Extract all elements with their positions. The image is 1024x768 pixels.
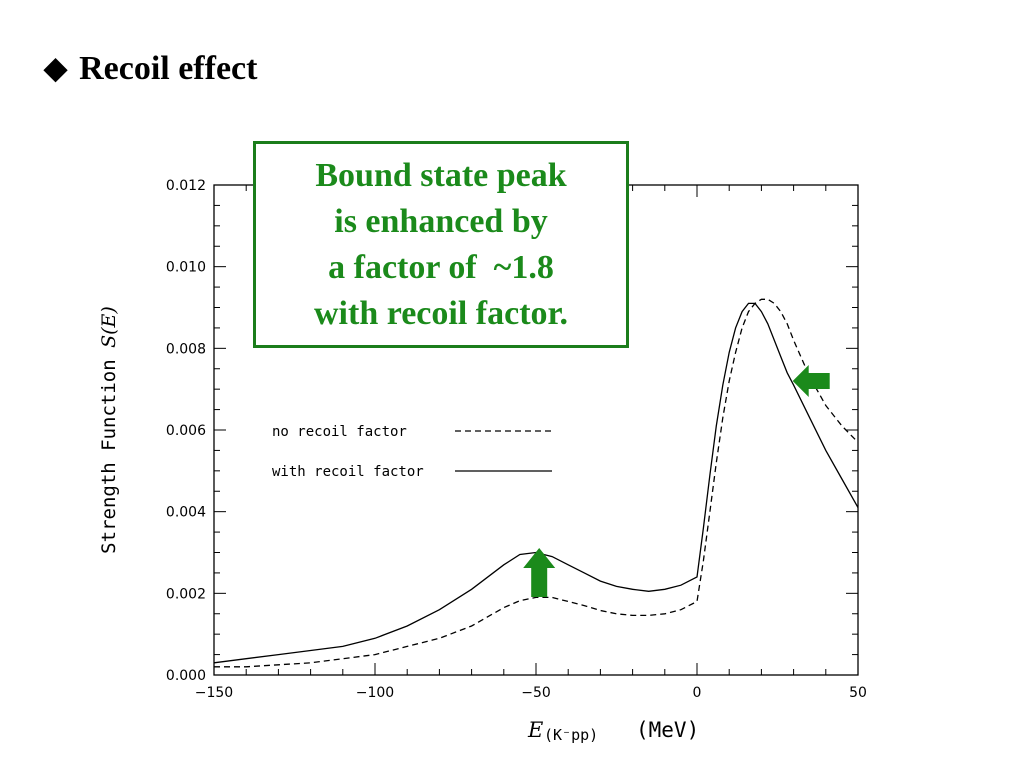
x-tick-label: 0 [693,685,702,701]
arrow-left-icon [792,365,830,397]
y-tick-label: 0.008 [166,341,206,357]
x-tick-label: 50 [849,685,867,701]
x-axis-label: E(K⁻pp) (MeV) [527,718,699,744]
y-axis-symbol: S(E) [98,306,120,348]
y-axis-label-text: Strength Function [98,348,120,554]
callout-box: Bound state peak is enhanced by a factor… [253,141,629,348]
x-tick-label: −150 [195,685,233,701]
y-tick-label: 0.012 [166,178,206,194]
y-tick-label: 0.006 [166,423,206,439]
annotation-arrows [523,365,830,597]
x-tick-label: −100 [356,685,394,701]
callout-line-2: is enhanced by [334,202,548,240]
callout-line-1: Bound state peak [315,156,567,194]
series-line-with-recoil [213,302,859,664]
x-tick-label: −50 [521,685,551,701]
legend: no recoil factor with recoil factor [272,424,552,480]
callout-line-4: with recoil factor. [314,294,568,332]
y-tick-label: 0.000 [166,668,206,684]
legend-label: with recoil factor [272,464,424,480]
series-layer [213,298,859,668]
y-axis-label: Strength Function S(E) [98,306,120,554]
axis-labels: −150 −100 −50 0 50 0.000 0.002 0.004 0.006 0.008 0… [98,178,867,744]
diamond-bullet-icon: ◆ [44,52,68,85]
y-tick-label: 0.002 [166,586,206,602]
arrow-up-icon [523,548,556,597]
callout-line-3: a factor of ~1.8 [328,248,554,286]
x-axis-symbol: E [527,718,543,742]
x-axis-unit: (MeV) [636,718,699,742]
y-tick-label: 0.004 [166,505,206,521]
slide-title-text: Recoil effect [79,50,258,87]
y-tick-label: 0.010 [166,260,206,276]
legend-label: no recoil factor [272,424,407,440]
series-line-no-recoil [214,298,859,668]
slide-title: ◆ Recoil effect [44,50,257,88]
x-axis-subscript: (K⁻pp) [544,726,598,744]
